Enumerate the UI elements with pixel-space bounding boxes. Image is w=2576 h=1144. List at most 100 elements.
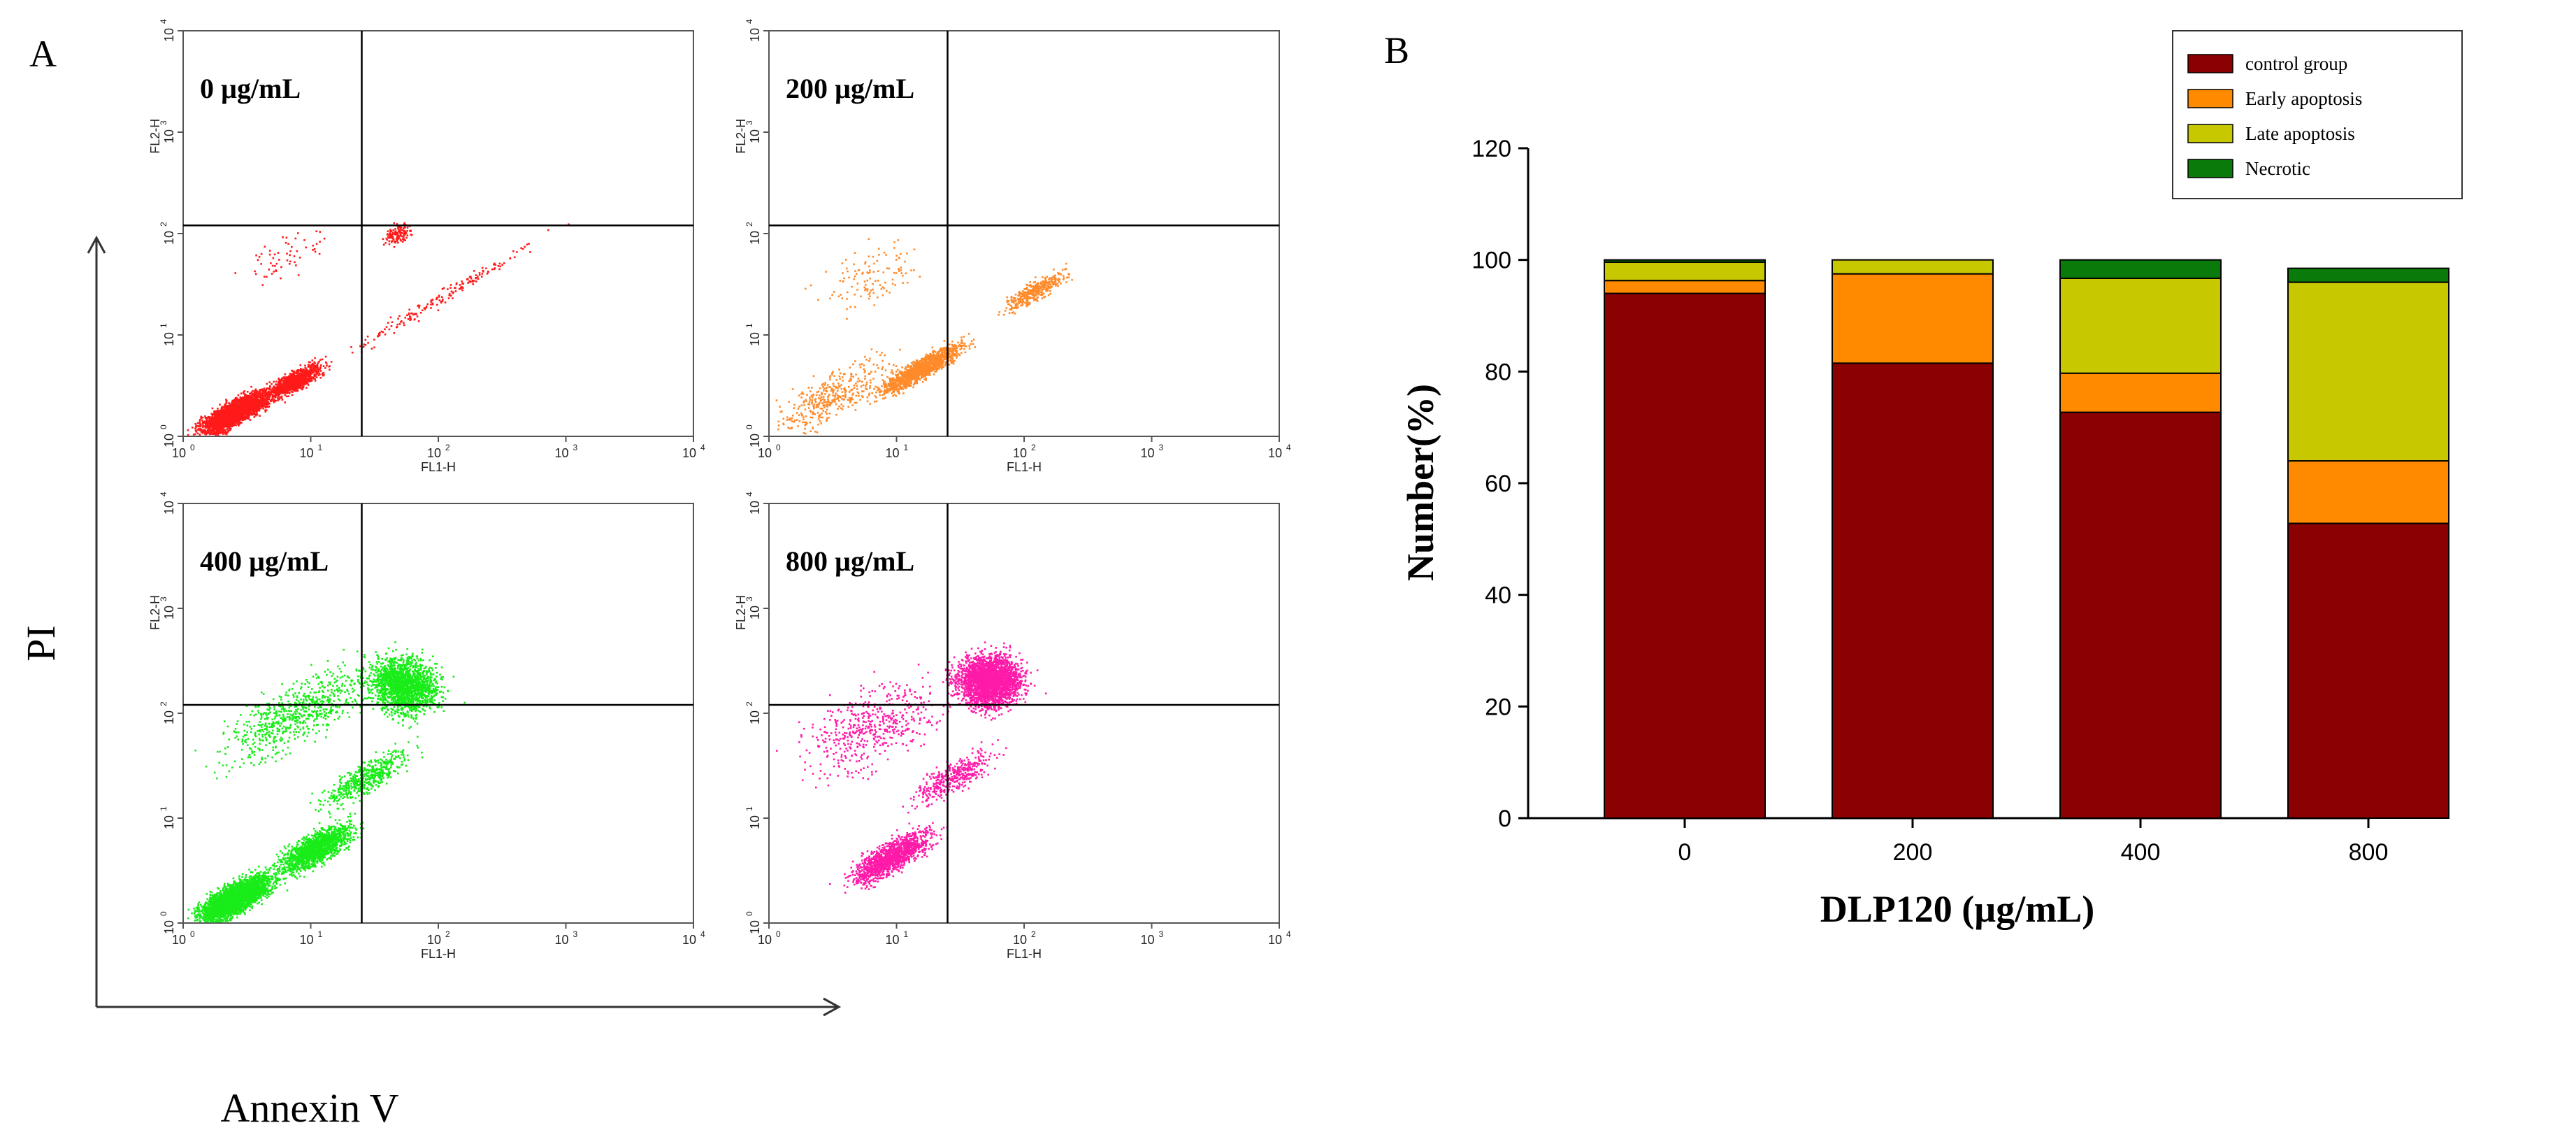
y-tick-label: 10 — [162, 710, 176, 724]
y-tick-exponent: 0 — [744, 424, 754, 429]
bar-segment-control-group — [1832, 362, 1994, 819]
x-tick-exponent: 0 — [190, 929, 195, 939]
flow-x-axis-name: FL1-H — [421, 460, 456, 474]
y-tick-label: 10 — [162, 332, 176, 346]
x-tick-label: 10 — [554, 933, 568, 947]
bar-segment-necrotic — [2287, 267, 2449, 283]
bar-segment-early-apoptosis — [2059, 372, 2222, 413]
y-axis-title: Number(%) — [1399, 384, 1441, 581]
x-tick-exponent: 2 — [445, 929, 450, 939]
x-tick-exponent: 4 — [1286, 443, 1291, 452]
bar-segment-late-apoptosis — [1604, 261, 1766, 282]
panel-a-x-title: Annexin V — [220, 1085, 398, 1131]
bar-segment-control-group — [2287, 522, 2449, 819]
flow-dots — [187, 222, 570, 436]
legend-label: Necrotic — [2245, 158, 2310, 179]
flow-x-axis-name: FL1-H — [421, 947, 456, 961]
bar-segment-late-apoptosis — [2059, 278, 2222, 374]
y-tick-exponent: 3 — [744, 120, 754, 125]
x-tick-exponent: 3 — [1159, 443, 1164, 452]
x-tick-exponent: 2 — [1031, 443, 1036, 452]
y-tick-exponent: 2 — [744, 222, 754, 227]
flow-y-axis-name: FL2-H — [734, 119, 748, 154]
x-tick-label: 800 — [2349, 839, 2389, 866]
flow-dots — [187, 641, 466, 923]
x-tick-exponent: 4 — [700, 929, 705, 939]
x-tick-label: 10 — [885, 446, 899, 460]
bar-segment-control-group — [2059, 411, 2222, 819]
x-tick-exponent: 1 — [904, 929, 909, 939]
x-tick-exponent: 2 — [445, 443, 450, 452]
y-tick-label: 120 — [1472, 136, 1511, 162]
x-tick-label: 200 — [1893, 839, 1933, 866]
y-tick-label: 10 — [162, 231, 176, 245]
x-tick-label: 10 — [758, 933, 772, 947]
x-tick-label: 10 — [1140, 933, 1154, 947]
flow-plot-label: 0 µg/mL — [200, 73, 301, 104]
y-tick-label: 10 — [748, 710, 762, 724]
x-tick-label: 10 — [1268, 933, 1282, 947]
y-tick-label: 10 — [748, 129, 762, 143]
legend-label: Late apoptosis — [2245, 123, 2355, 144]
legend-label: control group — [2245, 53, 2347, 74]
x-tick-exponent: 4 — [1286, 929, 1291, 939]
y-ticks: 0 20 40 60 80 100 120 — [1472, 136, 1528, 832]
y-tick-label: 100 — [1472, 248, 1511, 274]
panel-b-letter: B — [1384, 29, 1409, 71]
y-tick-label: 40 — [1485, 582, 1511, 609]
y-tick-label: 10 — [162, 434, 176, 448]
x-tick-label: 10 — [1268, 446, 1282, 460]
x-ticks: 0 200 400 800 — [1678, 818, 2389, 866]
x-tick-label: 10 — [427, 933, 441, 947]
legend-swatch — [2187, 89, 2233, 108]
y-tick-label: 60 — [1485, 471, 1511, 497]
flow-plot-frame — [182, 30, 694, 437]
y-tick-label: 10 — [748, 501, 762, 515]
x-tick-exponent: 3 — [573, 443, 578, 452]
y-tick-label: 10 — [748, 434, 762, 448]
legend-swatch — [2187, 54, 2233, 73]
bar-segment-late-apoptosis — [1832, 259, 1994, 275]
x-tick-label: 10 — [427, 446, 441, 460]
y-tick-exponent: 2 — [159, 222, 168, 227]
y-tick-exponent: 0 — [159, 424, 168, 429]
y-tick-label: 10 — [748, 815, 762, 829]
x-tick-label: 10 — [1013, 446, 1027, 460]
bar-segment-necrotic — [1604, 259, 1766, 263]
flow-plot-label: 200 µg/mL — [786, 73, 914, 104]
legend-swatch — [2187, 124, 2233, 143]
y-tick-label: 10 — [748, 332, 762, 346]
x-tick-label: 10 — [885, 933, 899, 947]
y-tick-label: 10 — [162, 920, 176, 934]
bar-segment-early-apoptosis — [2287, 460, 2449, 524]
x-tick-exponent: 3 — [573, 929, 578, 939]
y-tick-exponent: 1 — [159, 323, 168, 328]
x-tick-exponent: 1 — [904, 443, 909, 452]
flow-dots — [775, 238, 1073, 435]
flow-y-axis-name: FL2-H — [148, 119, 162, 154]
flow-x-axis-name: FL1-H — [1007, 947, 1042, 961]
y-tick-exponent: 4 — [744, 19, 754, 24]
flow-plot-label: 400 µg/mL — [200, 545, 329, 577]
x-tick-exponent: 1 — [318, 929, 323, 939]
x-tick-label: 10 — [172, 446, 186, 460]
y-tick-label: 10 — [748, 231, 762, 245]
bar-segment-early-apoptosis — [1604, 280, 1766, 294]
y-tick-label: 10 — [162, 501, 176, 515]
panel-a-letter: A — [29, 33, 57, 75]
x-tick-label: 10 — [1013, 933, 1027, 947]
y-tick-label: 20 — [1485, 694, 1511, 720]
x-tick-exponent: 0 — [776, 929, 781, 939]
x-tick-exponent: 0 — [190, 443, 195, 452]
y-tick-exponent: 1 — [744, 323, 754, 328]
y-tick-exponent: 4 — [159, 19, 168, 24]
x-tick-label: 10 — [299, 446, 313, 460]
y-tick-exponent: 1 — [159, 806, 168, 811]
x-tick-label: 10 — [299, 933, 313, 947]
y-tick-exponent: 3 — [159, 120, 168, 125]
